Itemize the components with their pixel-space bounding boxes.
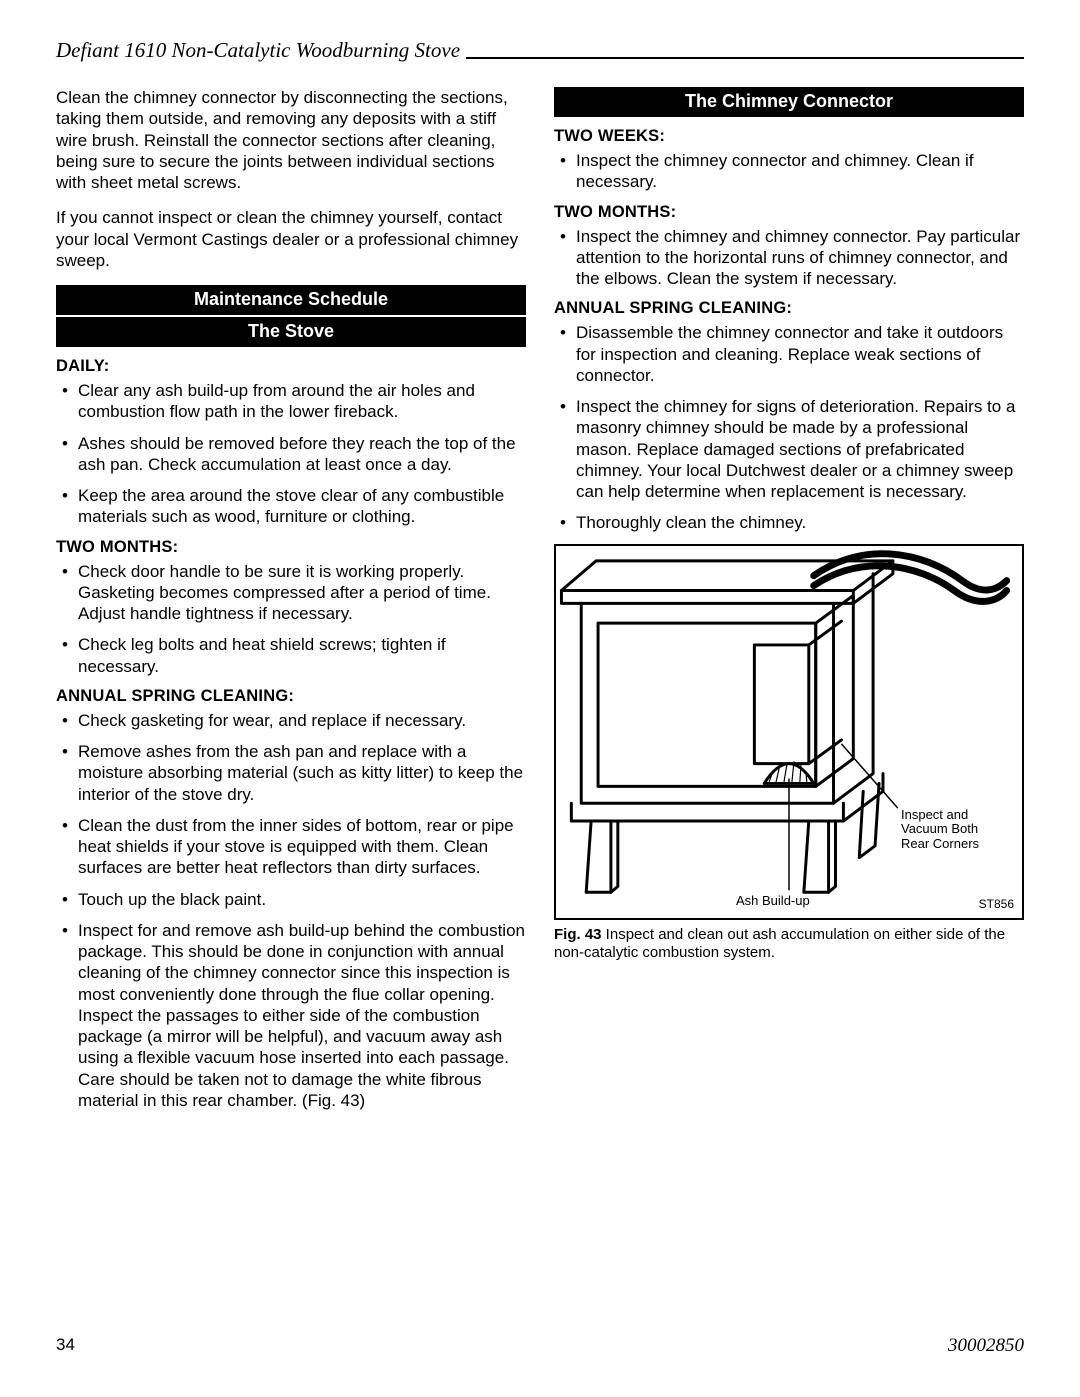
list-annual: Check gasketing for wear, and replace if… [56, 710, 526, 1111]
figure-label-ash: Ash Build-up [736, 894, 810, 909]
figure-43: Inspect and Vacuum Both Rear Corners Ash… [554, 544, 1024, 920]
header-rule [466, 57, 1024, 59]
subhead-annual: ANNUAL SPRING CLEANING: [56, 687, 526, 706]
page-number: 34 [56, 1335, 75, 1357]
figure-label-code: ST856 [979, 898, 1014, 912]
subhead-two-months: TWO MONTHS: [56, 538, 526, 557]
page-header: Defiant 1610 Non-Catalytic Woodburning S… [56, 38, 1024, 63]
list-item: Ashes should be removed before they reac… [56, 433, 526, 476]
right-column: The Chimney Connector TWO WEEKS: Inspect… [554, 87, 1024, 1121]
subhead-two-months-r: TWO MONTHS: [554, 203, 1024, 222]
list-two-weeks: Inspect the chimney connector and chimne… [554, 150, 1024, 193]
header-title: Defiant 1610 Non-Catalytic Woodburning S… [56, 38, 460, 63]
list-item: Inspect the chimney connector and chimne… [554, 150, 1024, 193]
subhead-annual-r: ANNUAL SPRING CLEANING: [554, 299, 1024, 318]
list-item: Thoroughly clean the chimney. [554, 512, 1024, 533]
stove-diagram-svg [556, 546, 1022, 918]
intro-paragraph-2: If you cannot inspect or clean the chimn… [56, 207, 526, 271]
list-item: Keep the area around the stove clear of … [56, 485, 526, 528]
list-item: Remove ashes from the ash pan and replac… [56, 741, 526, 805]
list-two-months: Check door handle to be sure it is worki… [56, 561, 526, 677]
list-item: Check gasketing for wear, and replace if… [56, 710, 526, 731]
section-bar-chimney: The Chimney Connector [554, 87, 1024, 117]
section-bar-maintenance: Maintenance Schedule [56, 285, 526, 315]
list-item: Check door handle to be sure it is worki… [56, 561, 526, 625]
section-bar-stove: The Stove [56, 317, 526, 347]
page-footer: 34 30002850 [56, 1335, 1024, 1357]
list-item: Clean the dust from the inner sides of b… [56, 815, 526, 879]
list-daily: Clear any ash build-up from around the a… [56, 380, 526, 528]
list-annual-r: Disassemble the chimney connector and ta… [554, 322, 1024, 533]
list-item: Touch up the black paint. [56, 889, 526, 910]
list-two-months-r: Inspect the chimney and chimney connecto… [554, 226, 1024, 290]
intro-paragraph-1: Clean the chimney connector by disconnec… [56, 87, 526, 193]
subhead-daily: DAILY: [56, 357, 526, 376]
left-column: Clean the chimney connector by disconnec… [56, 87, 526, 1121]
doc-number: 30002850 [948, 1335, 1024, 1357]
figure-label-inspect: Inspect and Vacuum Both Rear Corners [901, 808, 1011, 853]
subhead-two-weeks: TWO WEEKS: [554, 127, 1024, 146]
figure-caption: Fig. 43 Inspect and clean out ash accumu… [554, 926, 1024, 964]
list-item: Check leg bolts and heat shield screws; … [56, 634, 526, 677]
list-item: Disassemble the chimney connector and ta… [554, 322, 1024, 386]
content-columns: Clean the chimney connector by disconnec… [56, 87, 1024, 1121]
list-item: Inspect the chimney and chimney connecto… [554, 226, 1024, 290]
page: Defiant 1610 Non-Catalytic Woodburning S… [0, 0, 1080, 1397]
list-item: Clear any ash build-up from around the a… [56, 380, 526, 423]
list-item: Inspect the chimney for signs of deterio… [554, 396, 1024, 502]
list-item: Inspect for and remove ash build-up behi… [56, 920, 526, 1111]
